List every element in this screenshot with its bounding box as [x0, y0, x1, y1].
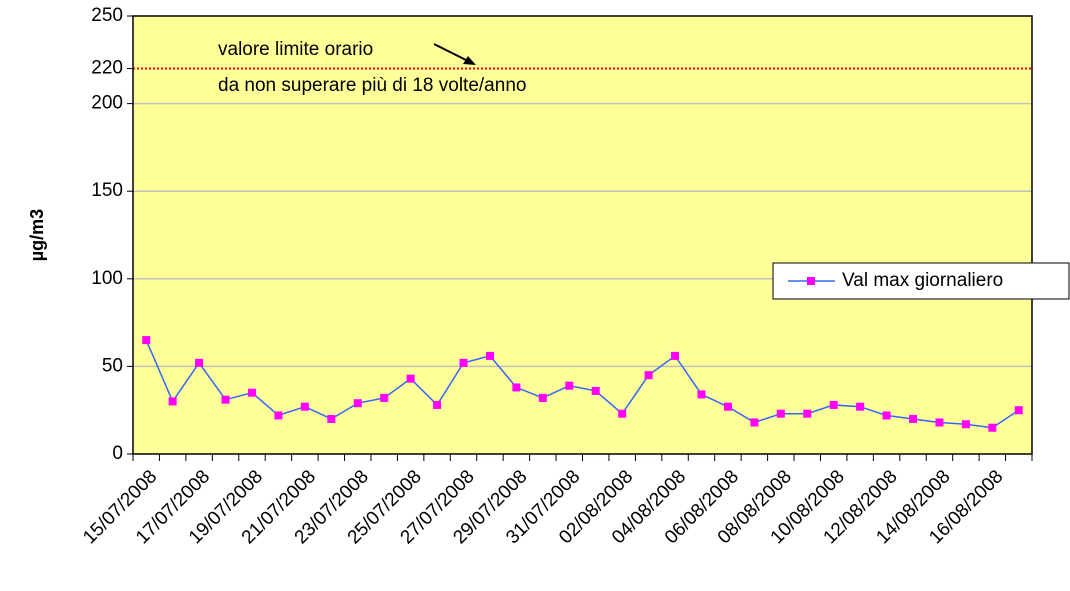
- y-tick-label: 50: [102, 355, 123, 376]
- series-line: [145, 339, 1020, 429]
- marker: [512, 383, 521, 392]
- marker: [327, 414, 336, 423]
- marker: [591, 386, 600, 395]
- marker: [750, 418, 759, 427]
- annotation: valore limite orario: [218, 39, 373, 60]
- marker: [935, 418, 944, 427]
- y-tick-label: 100: [91, 268, 123, 289]
- marker: [988, 423, 997, 432]
- marker: [459, 358, 468, 367]
- marker: [247, 388, 256, 397]
- marker: [406, 374, 415, 383]
- marker: [882, 411, 891, 420]
- marker: [353, 399, 362, 408]
- y-tick-label: 200: [91, 93, 123, 114]
- y-axis-label: µg/m3: [27, 209, 47, 261]
- marker: [856, 402, 865, 411]
- plot-area: [133, 16, 1032, 454]
- marker: [538, 393, 547, 402]
- y-tick-label: 0: [112, 443, 123, 464]
- marker: [723, 402, 732, 411]
- marker: [142, 336, 151, 345]
- marker: [776, 409, 785, 418]
- marker: [433, 400, 442, 409]
- y-tick-label: 220: [91, 58, 123, 79]
- marker: [221, 395, 230, 404]
- marker: [168, 397, 177, 406]
- marker: [909, 414, 918, 423]
- marker: [697, 390, 706, 399]
- annotation-arrow: [433, 43, 471, 63]
- arrow-head: [463, 56, 476, 65]
- marker: [274, 411, 283, 420]
- marker: [803, 409, 812, 418]
- marker: [195, 358, 204, 367]
- marker: [300, 402, 309, 411]
- marker: [380, 393, 389, 402]
- y-tick-label: 250: [91, 5, 123, 26]
- marker: [644, 371, 653, 380]
- legend-marker: [807, 277, 815, 285]
- marker: [961, 420, 970, 429]
- marker: [618, 409, 627, 418]
- legend-label: Val max giornaliero: [842, 270, 1003, 291]
- annotation: da non superare più di 18 volte/anno: [218, 75, 526, 96]
- marker: [671, 351, 680, 360]
- marker: [565, 381, 574, 390]
- marker: [1014, 406, 1023, 415]
- marker: [485, 351, 494, 360]
- y-tick-label: 150: [91, 180, 123, 201]
- marker: [829, 400, 838, 409]
